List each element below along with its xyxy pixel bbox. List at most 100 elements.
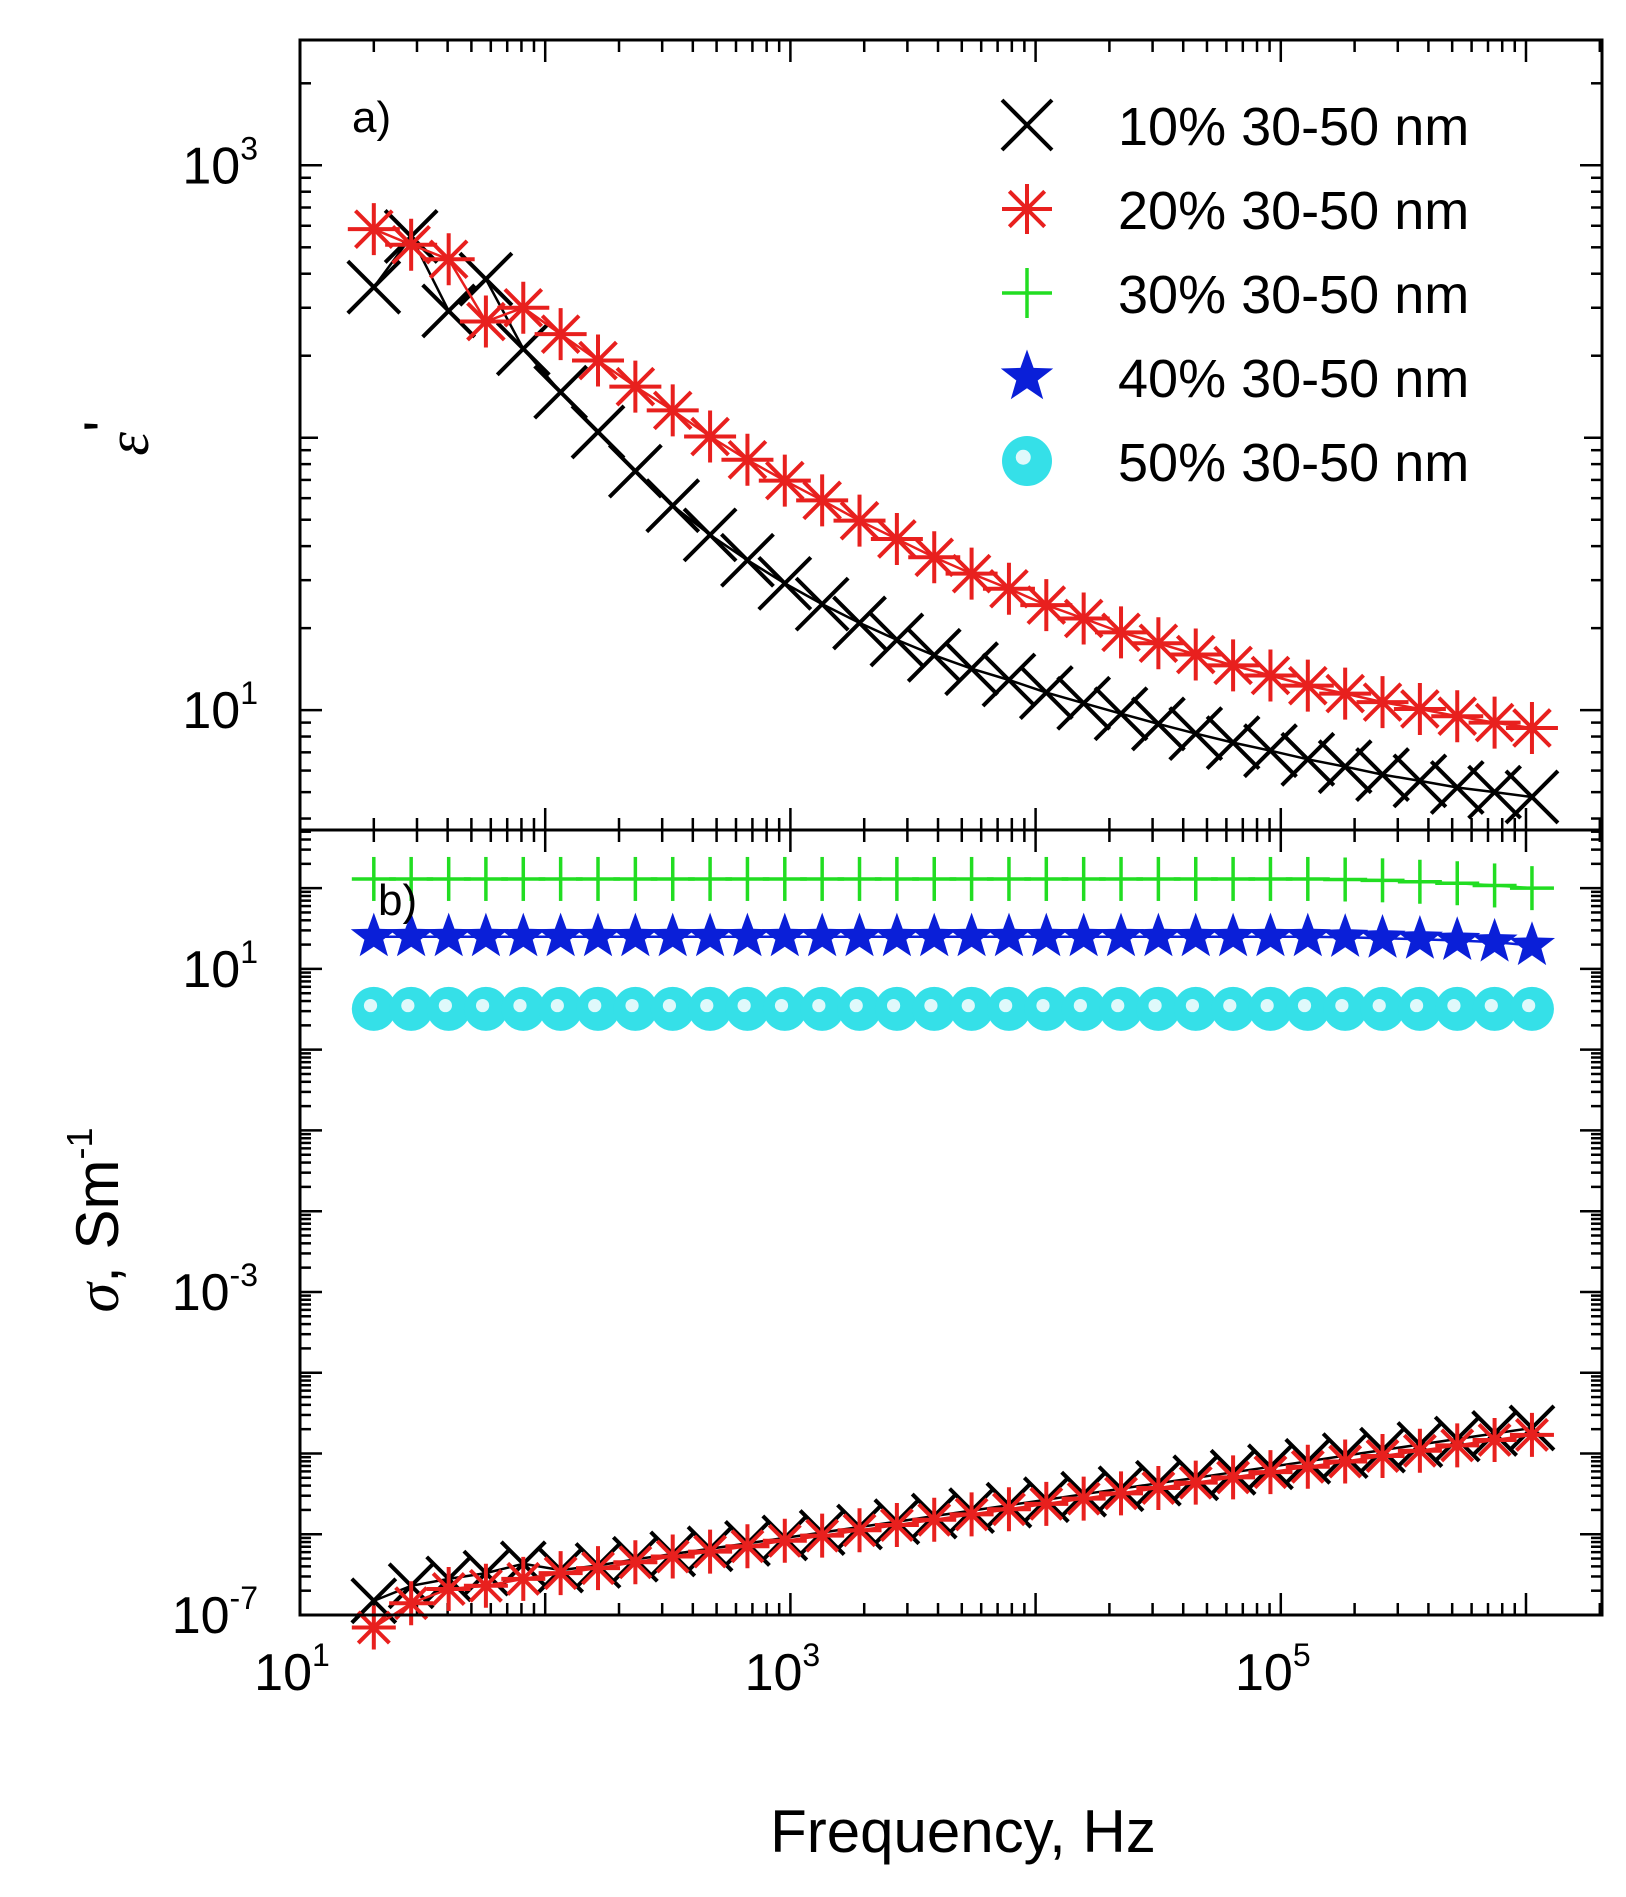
data-point bbox=[688, 1529, 733, 1574]
panel-b-y-tick-label-0-base: 10 bbox=[172, 1587, 230, 1645]
panel-a-y-tick-label-1-base: 10 bbox=[182, 137, 240, 195]
data-point bbox=[613, 1540, 658, 1585]
data-point bbox=[949, 1492, 994, 1537]
data-point bbox=[1505, 701, 1558, 754]
data-point bbox=[762, 856, 807, 901]
series-10-30-50-nm bbox=[346, 209, 1560, 825]
data-point bbox=[1024, 1481, 1069, 1526]
data-point bbox=[1359, 914, 1406, 958]
data-point bbox=[1136, 1465, 1181, 1510]
legend-label: 50% 30-50 nm bbox=[1118, 433, 1469, 493]
panel-a-ylabel: ε' bbox=[72, 420, 161, 455]
data-point bbox=[1173, 856, 1218, 901]
panel-b-ylabel-symbol: σ bbox=[65, 1280, 131, 1312]
data-point bbox=[459, 295, 512, 348]
legend: 10% 30-50 nm 20% 30-50 nm 30% 30-50 nm 40% … bbox=[1000, 97, 1469, 493]
data-point bbox=[945, 547, 998, 600]
data-point bbox=[534, 308, 587, 361]
data-point bbox=[1285, 856, 1330, 901]
data-point bbox=[985, 912, 1032, 957]
series-30-30-50-nm bbox=[351, 856, 1554, 911]
data-point bbox=[948, 912, 995, 957]
data-point bbox=[389, 986, 434, 1031]
data-point bbox=[1509, 986, 1554, 1031]
data-point bbox=[1248, 986, 1293, 1031]
data-point bbox=[1244, 649, 1297, 702]
data-point bbox=[1468, 696, 1521, 749]
legend-marker bbox=[1000, 98, 1054, 152]
data-point bbox=[1435, 986, 1480, 1031]
data-point bbox=[1099, 1471, 1144, 1516]
data-point bbox=[762, 1518, 807, 1563]
data-point bbox=[1434, 916, 1481, 960]
data-point bbox=[422, 233, 475, 286]
data-point bbox=[463, 1563, 508, 1608]
data-point bbox=[762, 986, 807, 1031]
data-point bbox=[497, 281, 550, 334]
data-point bbox=[687, 912, 734, 957]
x-tick-label-1: 103 bbox=[745, 1637, 821, 1702]
data-point bbox=[572, 334, 625, 387]
data-point bbox=[1281, 659, 1334, 712]
data-point bbox=[463, 856, 508, 901]
data-point bbox=[874, 856, 919, 901]
data-point bbox=[684, 410, 737, 463]
data-point bbox=[576, 1546, 621, 1591]
data-point bbox=[1508, 921, 1555, 966]
panel-a-y-tick-label-1-exp: 3 bbox=[240, 130, 258, 166]
data-point bbox=[981, 652, 1037, 708]
data-point bbox=[1472, 1417, 1517, 1462]
data-point bbox=[1247, 912, 1294, 957]
data-point bbox=[1509, 1412, 1554, 1457]
panel-a-data-marks bbox=[346, 203, 1560, 825]
data-point bbox=[1168, 706, 1224, 762]
data-point bbox=[944, 641, 1000, 697]
series-40-30-50-nm bbox=[350, 912, 1555, 966]
data-point bbox=[1248, 856, 1293, 901]
data-point bbox=[388, 912, 435, 957]
data-point bbox=[1392, 753, 1448, 809]
data-point bbox=[426, 856, 471, 901]
data-point bbox=[538, 856, 583, 901]
data-point bbox=[1472, 986, 1517, 1031]
data-point bbox=[757, 555, 813, 611]
data-point bbox=[1322, 913, 1369, 957]
data-point bbox=[1360, 1434, 1405, 1479]
data-point bbox=[495, 321, 551, 377]
data-point bbox=[833, 494, 886, 547]
data-point bbox=[1061, 1476, 1106, 1521]
x-tick-label-2-exp: 5 bbox=[1293, 1637, 1311, 1673]
legend-entry: 10% 30-50 nm bbox=[1000, 97, 1469, 157]
data-point bbox=[1471, 917, 1518, 962]
data-point bbox=[1060, 912, 1107, 957]
data-point bbox=[1393, 682, 1446, 735]
data-point bbox=[869, 612, 925, 668]
data-point bbox=[874, 1503, 919, 1548]
data-point bbox=[613, 856, 658, 901]
data-point bbox=[350, 912, 397, 957]
legend-label: 30% 30-50 nm bbox=[1118, 265, 1469, 325]
data-point bbox=[500, 912, 547, 957]
x-tick-label-2-base: 10 bbox=[1235, 1644, 1293, 1702]
legend-label: 40% 30-50 nm bbox=[1118, 349, 1469, 409]
data-point bbox=[912, 1497, 957, 1542]
data-point bbox=[1472, 863, 1517, 908]
data-point bbox=[799, 912, 846, 957]
data-point bbox=[986, 856, 1031, 901]
data-point bbox=[1323, 986, 1368, 1031]
data-point bbox=[1284, 912, 1331, 957]
panel-b-tag: b) bbox=[378, 876, 417, 925]
data-point bbox=[1280, 731, 1336, 787]
panel-b-y-tick-label-1-base: 10 bbox=[172, 1264, 230, 1322]
panel-b-ylabel-exp: -1 bbox=[59, 1128, 100, 1160]
data-point bbox=[1319, 667, 1372, 720]
x-tick-label-0-base: 10 bbox=[254, 1644, 312, 1702]
data-point bbox=[1093, 686, 1149, 742]
data-point bbox=[1056, 675, 1112, 731]
data-point bbox=[575, 912, 621, 957]
data-point bbox=[1136, 856, 1181, 901]
data-point bbox=[537, 912, 584, 957]
x-axis-title: Frequency, Hz bbox=[770, 1798, 1156, 1865]
series-50-30-50-nm bbox=[351, 986, 1554, 1031]
